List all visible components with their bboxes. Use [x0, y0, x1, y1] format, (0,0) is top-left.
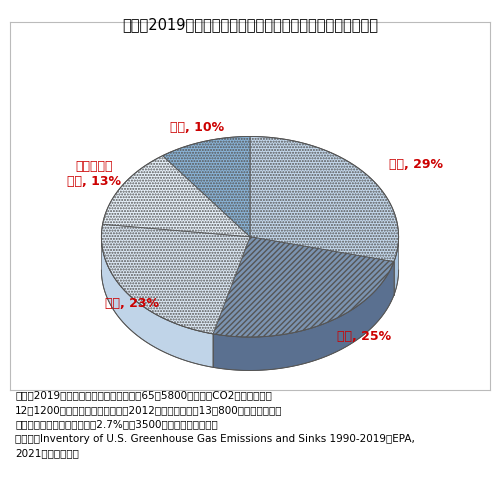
Text: 電力, 25%: 電力, 25% — [337, 330, 391, 342]
Polygon shape — [213, 262, 394, 370]
Polygon shape — [250, 137, 398, 262]
Polygon shape — [102, 224, 250, 334]
Polygon shape — [102, 156, 250, 237]
Text: （表）2019年の米国における温室効果ガスの産業別排出割合: （表）2019年の米国における温室効果ガスの産業別排出割合 — [122, 17, 378, 32]
Polygon shape — [162, 137, 250, 237]
Text: （注）2019年における米国の総排出量は65億5800万トン（CO2換算、日本は
12億1200万トン）。なお、日本の2012年度の総排出量13億800万トンの: （注）2019年における米国の総排出量は65億5800万トン（CO2換算、日本は… — [15, 390, 415, 458]
Text: 運輸, 29%: 運輸, 29% — [388, 158, 442, 171]
Polygon shape — [394, 238, 398, 295]
Polygon shape — [102, 237, 213, 367]
Text: 農業, 10%: 農業, 10% — [170, 121, 224, 134]
Polygon shape — [213, 237, 394, 337]
Text: 工業, 23%: 工業, 23% — [105, 297, 159, 310]
Text: 商業・家庭
部門, 13%: 商業・家庭 部門, 13% — [67, 160, 121, 188]
